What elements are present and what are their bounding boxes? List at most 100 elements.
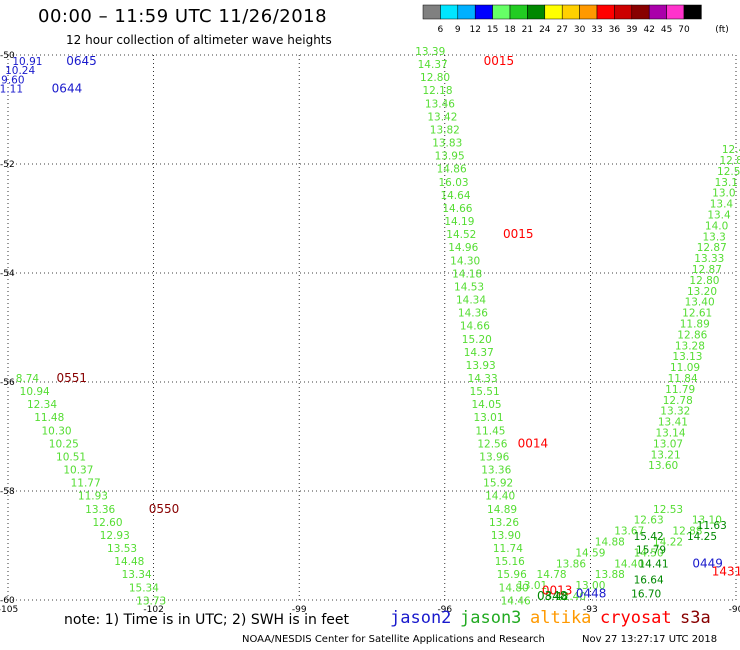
wave-height-label: 14.59: [575, 547, 605, 559]
pass-time-label: 0551: [57, 371, 88, 385]
colorbar-unit: (ft): [715, 25, 729, 35]
wave-height-label: 12.61: [682, 308, 712, 320]
colorbar-swatch: [683, 4, 702, 20]
pass-time-label: 0644: [52, 82, 83, 96]
wave-height-label: 14.66: [460, 321, 490, 333]
wave-height-label: 12.86: [677, 329, 707, 341]
wave-height-label: 14.30: [450, 255, 480, 267]
wave-height-label: 13.3: [702, 231, 725, 243]
pass-time-label: 0015: [503, 227, 534, 241]
colorbar-label: 33: [591, 25, 602, 35]
wave-height-label: 10.51: [56, 451, 86, 463]
wave-height-label: 10.24: [5, 65, 35, 77]
wave-height-label: 14.52: [446, 229, 476, 241]
wave-height-label: 14.25: [687, 531, 717, 543]
wave-height-label: 13.01: [473, 412, 503, 424]
wave-height-label: 14.80: [499, 582, 529, 594]
wave-height-label: 13.46: [425, 98, 455, 110]
wave-height-label: 13.4: [710, 199, 734, 211]
colorbar-label: 18: [504, 25, 516, 35]
lon-tick-label: -105: [0, 605, 18, 615]
wave-height-label: 12.56: [477, 438, 507, 450]
wave-height-label: 11.48: [34, 412, 64, 424]
wave-height-label: 13.28: [675, 340, 705, 352]
wave-height-label: 12.34: [27, 399, 57, 411]
wave-height-label: 15.51: [470, 386, 500, 398]
wave-height-label: 8.48: [545, 591, 568, 603]
lon-tick-label: -90: [729, 605, 740, 615]
wave-height-label: 13.67: [614, 526, 644, 538]
pass-time-label: 0348: [537, 589, 568, 603]
wave-height-label: 13.53: [107, 543, 137, 555]
wave-height-label: 11.63: [697, 520, 727, 532]
wave-height-label: 11.89: [680, 319, 710, 331]
pass-time-label: 0645: [66, 54, 97, 68]
wave-height-label: 12.4: [722, 144, 740, 156]
wave-height-label: 13.39: [415, 46, 445, 58]
wave-height-label: 13.36: [481, 465, 511, 477]
pass-time-label: 0449: [692, 556, 723, 570]
wave-height-label: 12.53: [653, 504, 683, 516]
wave-height-label: 11.09: [670, 362, 700, 374]
lat-tick-label: -50: [0, 51, 15, 61]
wave-height-label: 11.84: [668, 373, 698, 385]
wave-height-label: 13.90: [491, 530, 521, 542]
footer-generated-time: Nov 27 13:27:17 UTC 2018: [582, 634, 718, 645]
lat-tick-label: -54: [0, 269, 15, 279]
wave-height-label: 14.64: [440, 190, 470, 202]
wave-height-label: 14.53: [454, 281, 484, 293]
lat-tick-label: -60: [0, 596, 15, 606]
colorbar-label: 45: [661, 25, 672, 35]
wave-height-label: 13.88: [595, 569, 625, 581]
wave-height-label: 14.89: [487, 504, 517, 516]
satellite-legend-cryosat: cryosat: [600, 608, 672, 628]
wave-height-label: 12.40: [556, 591, 586, 603]
lon-tick-label: -93: [583, 605, 598, 615]
wave-height-label: 13.4: [707, 210, 731, 222]
pass-time-label: 0014: [518, 436, 549, 450]
wave-height-label: 14.41: [638, 558, 668, 570]
colorbar-label: 21: [522, 25, 533, 35]
wave-height-label: 13.33: [694, 253, 724, 265]
wave-height-label: 15.16: [495, 556, 525, 568]
pass-time-label: 0015: [484, 54, 515, 68]
colorbar-label: 42: [643, 25, 654, 35]
colorbar-label: 24: [539, 25, 551, 35]
map-subtitle: 12 hour collection of altimeter wave hei…: [66, 33, 332, 47]
satellite-legend-altika: altika: [530, 608, 592, 628]
wave-height-label: 13.01: [517, 580, 547, 592]
pass-time-label: 0013: [542, 584, 573, 598]
wave-height-label: 11.11: [0, 84, 23, 96]
wave-height-label: 13.60: [648, 460, 678, 472]
wave-height-label: 14.88: [595, 537, 625, 549]
wave-height-label: 15.34: [129, 582, 159, 594]
wave-height-label: 11.45: [475, 425, 505, 437]
colorbar-label: 9: [455, 25, 461, 35]
wave-height-label: 13.26: [489, 517, 519, 529]
wave-height-label: 14.96: [448, 242, 478, 254]
pass-time-label: 0550: [149, 502, 180, 516]
wave-height-label: 14.19: [444, 216, 474, 228]
wave-height-label: 13.93: [466, 360, 496, 372]
wave-height-label: 12.5: [717, 166, 740, 178]
wave-height-label: 13.40: [685, 297, 715, 309]
colorbar-legend: 6 9 12 15 18 21 24 27 30 33 36 39 42 45 70 (ft): [422, 4, 729, 35]
wave-height-label: 14.66: [442, 203, 472, 215]
wave-height-label: 12.88: [672, 526, 702, 538]
wave-height-label: 13.00: [575, 580, 605, 592]
wave-height-label: 13.14: [655, 428, 685, 440]
wave-height-label: 15.20: [462, 334, 492, 346]
lon-tick-label: -102: [143, 605, 163, 615]
wave-height-label: 10.37: [63, 465, 93, 477]
footer-credit: NOAA/NESDIS Center for Satellite Applica…: [242, 634, 545, 645]
wave-height-label: 14.37: [464, 347, 494, 359]
wave-height-label: 14.78: [537, 569, 567, 581]
wave-height-label: 10.91: [12, 56, 42, 68]
satellite-legend-jason2: jason2: [390, 608, 452, 628]
wave-height-label: 12.8: [719, 155, 740, 167]
wave-height-label: 12.80: [420, 72, 450, 84]
wave-height-label: 13.42: [427, 111, 457, 123]
satellite-legend-s3a: s3a: [680, 608, 711, 628]
lon-tick-label: -99: [292, 605, 307, 615]
